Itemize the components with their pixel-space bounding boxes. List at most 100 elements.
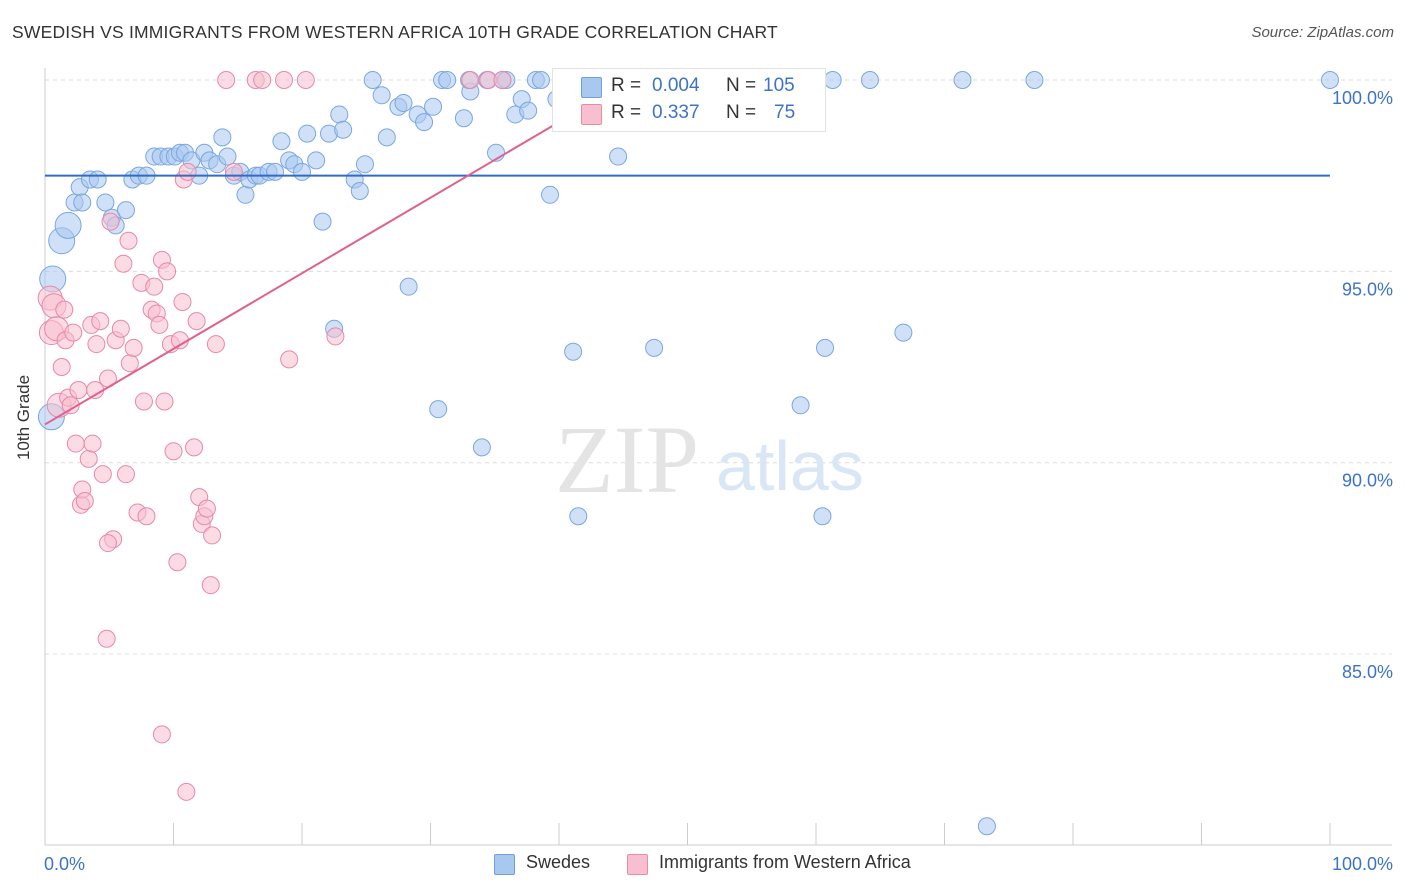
data-point xyxy=(201,576,220,595)
data-point xyxy=(293,162,311,181)
data-point xyxy=(114,254,133,273)
data-point xyxy=(69,380,88,399)
data-point xyxy=(116,201,135,220)
data-point xyxy=(87,335,106,354)
data-point xyxy=(894,323,913,342)
data-point xyxy=(296,71,315,89)
watermark-zip: ZIP xyxy=(555,406,699,513)
data-point xyxy=(532,71,551,89)
data-point xyxy=(813,507,832,526)
data-point xyxy=(150,315,169,334)
data-point xyxy=(158,262,177,281)
x-tick-label: 0.0% xyxy=(44,854,85,874)
data-point xyxy=(493,71,512,89)
legend-label-swedes: Swedes xyxy=(526,852,591,872)
data-point xyxy=(91,312,110,331)
legend-row-immigrants: R = 0.337 N = 75 xyxy=(553,99,825,127)
data-point xyxy=(97,629,116,648)
data-point xyxy=(177,782,196,801)
data-point xyxy=(472,438,491,457)
data-point xyxy=(124,338,143,357)
legend-swatch-swedes xyxy=(581,77,602,98)
legend-n-value: 105 xyxy=(763,75,795,96)
data-point xyxy=(134,392,153,411)
data-point xyxy=(88,170,107,189)
data-point xyxy=(372,86,391,105)
data-point xyxy=(424,97,443,116)
source-label: Source: ZipAtlas.com xyxy=(1251,24,1394,41)
data-point xyxy=(54,211,82,239)
legend-label-immigrants: Immigrants from Western Africa xyxy=(659,852,911,872)
trend-lines xyxy=(44,121,1330,426)
data-point xyxy=(119,231,138,250)
data-point xyxy=(363,71,382,89)
data-point xyxy=(168,553,187,572)
legend-r-value: 0.337 xyxy=(652,102,700,123)
legend-r-label: R = xyxy=(611,102,642,123)
data-point xyxy=(519,101,538,120)
data-point xyxy=(564,342,583,361)
y-tick-label: 90.0% xyxy=(1342,471,1393,491)
data-point xyxy=(178,162,197,181)
data-point xyxy=(213,128,232,147)
data-point xyxy=(55,300,74,319)
data-point xyxy=(280,350,299,369)
data-point xyxy=(66,434,85,453)
data-point xyxy=(120,354,139,373)
legend-n-label: N = xyxy=(726,75,757,96)
data-point xyxy=(1321,71,1339,89)
correlation-legend: R = 0.004 N = 105 R = 0.337 N = 75 xyxy=(552,68,826,132)
data-point xyxy=(860,71,879,89)
data-point xyxy=(307,151,326,170)
data-point xyxy=(98,534,117,553)
data-point xyxy=(350,181,369,200)
data-point xyxy=(454,109,473,128)
data-point xyxy=(334,120,353,139)
data-point xyxy=(206,335,225,354)
chart-title: SWEDISH VS IMMIGRANTS FROM WESTERN AFRIC… xyxy=(12,22,778,42)
data-point xyxy=(152,725,171,744)
data-point xyxy=(953,71,972,89)
data-point xyxy=(203,526,222,545)
data-point xyxy=(185,438,204,457)
data-point xyxy=(429,400,448,419)
data-point xyxy=(75,491,94,510)
data-point xyxy=(218,147,237,166)
legend-n-value: 75 xyxy=(774,102,796,123)
data-point xyxy=(438,71,457,89)
watermark: ZIP atlas xyxy=(555,406,864,513)
legend-r-label: R = xyxy=(611,75,642,96)
trend-line xyxy=(44,121,560,426)
data-point xyxy=(326,327,345,346)
data-point xyxy=(461,71,480,89)
data-point xyxy=(52,358,71,377)
legend-swatch-swedes xyxy=(494,854,515,875)
data-point xyxy=(111,319,130,338)
data-point xyxy=(224,162,243,181)
data-point xyxy=(253,71,272,89)
data-point xyxy=(116,465,135,484)
data-point xyxy=(645,338,664,357)
data-point xyxy=(298,124,317,143)
data-point xyxy=(83,434,102,453)
data-point xyxy=(355,155,374,174)
legend-r-value: 0.004 xyxy=(652,75,700,96)
series-immigrants-points xyxy=(37,71,512,801)
data-point xyxy=(137,507,156,526)
data-point xyxy=(977,817,996,836)
data-point xyxy=(64,323,83,342)
legend-n-label: N = xyxy=(726,102,757,123)
y-axis-label: 10th Grade xyxy=(14,374,33,460)
data-point xyxy=(217,71,236,89)
data-point xyxy=(73,193,92,212)
legend-swatch-immigrants xyxy=(581,104,602,125)
data-point xyxy=(266,162,285,181)
data-point xyxy=(173,292,192,311)
watermark-atlas: atlas xyxy=(716,427,864,505)
data-point xyxy=(275,71,294,89)
data-point xyxy=(399,277,418,296)
x-tick-label: 100.0% xyxy=(1332,854,1393,874)
data-point xyxy=(272,132,291,151)
data-point xyxy=(377,128,396,147)
